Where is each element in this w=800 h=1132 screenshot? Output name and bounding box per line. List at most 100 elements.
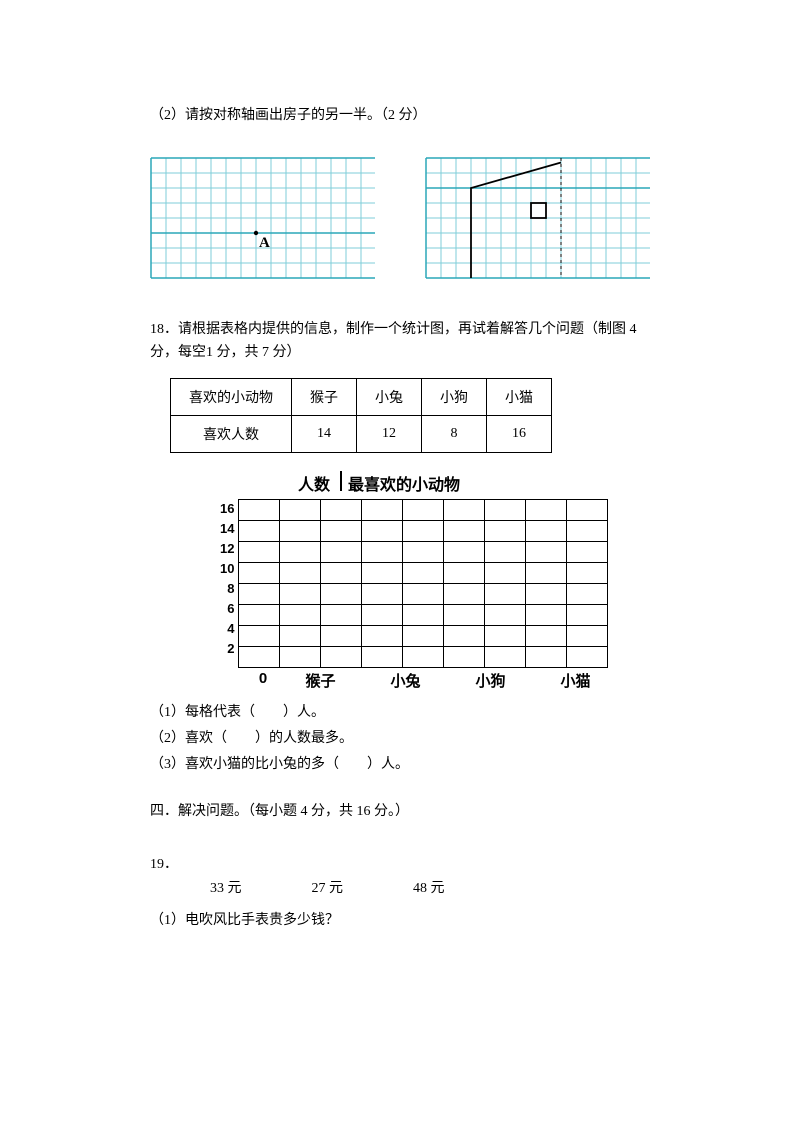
chart-cell — [321, 584, 362, 605]
chart-cell — [280, 500, 321, 521]
chart-cell — [444, 605, 485, 626]
chart-cell — [485, 500, 526, 521]
chart-cell — [403, 605, 444, 626]
q18-intro: 18．请根据表格内提供的信息，制作一个统计图，再试着解答几个问题（制图 4 分，… — [150, 319, 650, 364]
chart-cell — [239, 500, 280, 521]
chart-cell — [526, 563, 567, 584]
chart-cell — [444, 563, 485, 584]
chart-cell — [526, 626, 567, 647]
table-header: 小兔 — [357, 379, 422, 416]
y-tick: 16 — [220, 499, 234, 519]
table-cell: 喜欢人数 — [171, 416, 292, 453]
chart-cell — [485, 647, 526, 668]
chart-cell — [321, 647, 362, 668]
chart-cell — [485, 521, 526, 542]
chart-cell — [567, 563, 608, 584]
chart-cell — [403, 626, 444, 647]
chart-cell — [280, 605, 321, 626]
grid-left: A — [150, 157, 375, 279]
q18-sub: （2）喜欢（ ）的人数最多。 — [150, 727, 650, 747]
grids-row: A — [150, 157, 650, 279]
y-tick: 6 — [220, 599, 234, 619]
chart-cell — [362, 500, 403, 521]
chart-cell — [403, 584, 444, 605]
q2-text: （2）请按对称轴画出房子的另一半。（2 分） — [150, 105, 650, 127]
chart-cell — [444, 647, 485, 668]
data-table: 喜欢的小动物猴子小兔小狗小猫 喜欢人数1412816 — [170, 378, 552, 453]
chart-y-title: 人数 — [220, 471, 340, 495]
chart-cell — [567, 647, 608, 668]
chart-title: 最喜欢的小动物 — [348, 471, 460, 495]
table-cell: 16 — [487, 416, 552, 453]
chart-cell — [362, 521, 403, 542]
chart-cell — [239, 584, 280, 605]
table-header: 小狗 — [422, 379, 487, 416]
table-header: 猴子 — [292, 379, 357, 416]
chart-cell — [526, 584, 567, 605]
x-label: 猴子 — [278, 670, 363, 691]
x-zero: 0 — [248, 670, 278, 691]
q18-sub: （1）每格代表（ ）人。 — [150, 701, 650, 721]
chart-cell — [239, 647, 280, 668]
table-cell: 14 — [292, 416, 357, 453]
chart-cell — [280, 542, 321, 563]
chart-sep — [340, 471, 342, 491]
chart-grid — [238, 499, 608, 668]
section-4: 四．解决问题。（每小题 4 分，共 16 分。） — [150, 801, 650, 823]
table-header: 喜欢的小动物 — [171, 379, 292, 416]
chart-y-labels: 161412108642 — [220, 499, 238, 668]
x-label: 小狗 — [448, 670, 533, 691]
chart-cell — [362, 626, 403, 647]
chart-cell — [239, 626, 280, 647]
table-header: 小猫 — [487, 379, 552, 416]
chart-cell — [362, 542, 403, 563]
chart-cell — [362, 647, 403, 668]
chart-cell — [485, 584, 526, 605]
table-cell: 8 — [422, 416, 487, 453]
chart-cell — [526, 521, 567, 542]
q19-sub1: （1）电吹风比手表贵多少钱？ — [150, 910, 650, 932]
price: 48 元 — [413, 878, 445, 900]
chart-cell — [526, 500, 567, 521]
svg-text:A: A — [259, 235, 270, 251]
y-tick: 2 — [220, 639, 234, 659]
grid-right — [425, 157, 650, 279]
q19-prices: 33 元 27 元 48 元 — [210, 878, 650, 900]
chart-cell — [403, 647, 444, 668]
chart-cell — [280, 647, 321, 668]
chart-cell — [321, 563, 362, 584]
price: 27 元 — [312, 878, 344, 900]
chart-cell — [567, 584, 608, 605]
chart-cell — [403, 521, 444, 542]
chart-cell — [362, 605, 403, 626]
y-tick: 8 — [220, 579, 234, 599]
chart-cell — [444, 584, 485, 605]
chart-cell — [280, 626, 321, 647]
chart-cell — [321, 626, 362, 647]
x-label: 小猫 — [533, 670, 618, 691]
chart-cell — [403, 563, 444, 584]
chart-cell — [362, 563, 403, 584]
chart-cell — [485, 626, 526, 647]
chart-cell — [321, 605, 362, 626]
chart-cell — [567, 542, 608, 563]
chart-cell — [485, 605, 526, 626]
chart-cell — [280, 521, 321, 542]
chart-cell — [444, 626, 485, 647]
y-tick: 14 — [220, 519, 234, 539]
q18-sub: （3）喜欢小猫的比小兔的多（ ）人。 — [150, 753, 650, 773]
chart-cell — [567, 500, 608, 521]
chart-cell — [239, 563, 280, 584]
chart-cell — [280, 584, 321, 605]
chart-cell — [403, 542, 444, 563]
chart-cell — [526, 605, 567, 626]
chart-cell — [321, 521, 362, 542]
x-label: 小兔 — [363, 670, 448, 691]
chart-cell — [485, 563, 526, 584]
price: 33 元 — [210, 878, 242, 900]
chart-cell — [403, 500, 444, 521]
q19-num: 19． — [150, 854, 650, 876]
y-tick: 12 — [220, 539, 234, 559]
table-cell: 12 — [357, 416, 422, 453]
chart-cell — [567, 626, 608, 647]
